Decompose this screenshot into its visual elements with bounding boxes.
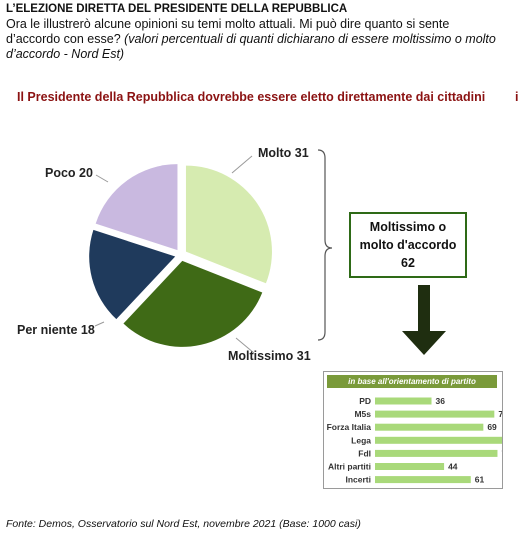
party-bar (375, 449, 498, 457)
party-bar (375, 436, 502, 444)
party-label: Incerti (345, 475, 371, 485)
pie-label-moltissimo: Moltissimo 31 (228, 349, 311, 363)
pie-label-poco: Poco 20 (45, 166, 93, 180)
pie-slice-moltissimo (123, 260, 263, 347)
subtitle-note: (valori percentuali di quanti dichiarano… (6, 32, 496, 61)
leader-moltissimo (235, 337, 255, 354)
subtitle-main: Ora le illustrerò alcune opinioni su tem… (6, 17, 450, 46)
leader-molto (231, 155, 253, 174)
party-label: M5s (354, 409, 371, 419)
party-panel-header: in base all'orientamento di partito (327, 375, 497, 388)
party-bar (375, 397, 432, 405)
party-bar (375, 423, 484, 431)
pie-slice-poco (95, 164, 178, 251)
party-label: Forza Italia (327, 422, 372, 432)
source-note: Fonte: Demos, Osservatorio sul Nord Est,… (6, 518, 361, 530)
summary-line1: Moltissimo o (369, 220, 447, 234)
pie-chart: Molto 31 Moltissimo 31 Per niente 18 Poco 2… (17, 146, 333, 363)
question-title: Il Presidente della Repubblica dovrebbe … (17, 90, 486, 104)
party-bar (375, 476, 471, 484)
party-value: 44 (448, 462, 458, 472)
party-value: 78 (501, 448, 502, 458)
party-label: Altri partiti (328, 462, 371, 472)
bracket (317, 149, 333, 341)
party-label: PD (359, 396, 371, 406)
party-bar-chart: PD36M5s76Forza Italia69Lega85FdI78Altri … (327, 396, 502, 485)
down-arrow-icon (402, 285, 446, 355)
party-bar (375, 410, 495, 418)
party-value: 69 (487, 422, 497, 432)
pie-label-molto: Molto 31 (258, 146, 309, 160)
party-value: 61 (475, 475, 485, 485)
pie-slice-molto (185, 165, 272, 284)
party-value: 76 (498, 409, 502, 419)
subtitle: Ora le illustrerò alcune opinioni su tem… (6, 17, 506, 62)
party-panel: in base all'orientamento di partito PD 36… (323, 371, 503, 489)
party-bar (375, 463, 445, 470)
pie-slice-per-niente (89, 229, 176, 320)
summary-box: Moltissimo o molto d'accordo 62 (349, 212, 467, 278)
summary-value: 62 (401, 256, 415, 270)
question-title-tail: i (515, 90, 519, 104)
leader-per-niente (94, 321, 105, 327)
party-value: 36 (436, 396, 446, 406)
page-title: L’ELEZIONE DIRETTA DEL PRESIDENTE DELLA … (6, 3, 348, 15)
pie-label-per-niente: Per niente 18 (17, 323, 95, 337)
leader-poco (95, 174, 109, 183)
party-label: Lega (351, 435, 371, 445)
party-label: FdI (358, 448, 371, 458)
summary-line2: molto d'accordo (359, 238, 457, 252)
